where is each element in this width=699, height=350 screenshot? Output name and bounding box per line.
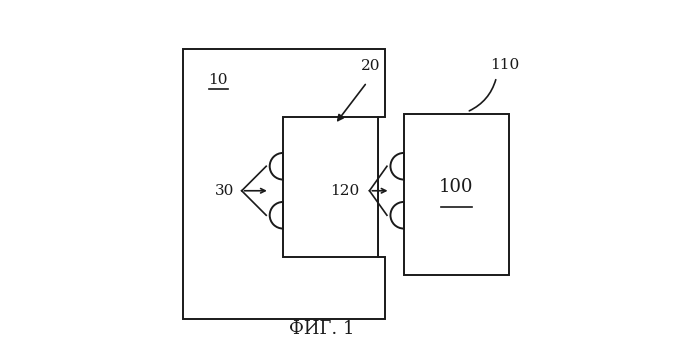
Text: 110: 110 <box>491 58 520 72</box>
Text: ФИГ. 1: ФИГ. 1 <box>289 320 354 338</box>
FancyArrowPatch shape <box>338 84 366 120</box>
Text: 120: 120 <box>331 184 359 198</box>
Text: 100: 100 <box>439 178 473 196</box>
Text: 20: 20 <box>361 60 380 74</box>
FancyArrowPatch shape <box>469 80 496 111</box>
Bar <box>283 117 377 257</box>
Bar <box>404 114 509 275</box>
Text: 30: 30 <box>215 184 234 198</box>
Polygon shape <box>183 49 384 318</box>
Text: 10: 10 <box>208 74 228 88</box>
